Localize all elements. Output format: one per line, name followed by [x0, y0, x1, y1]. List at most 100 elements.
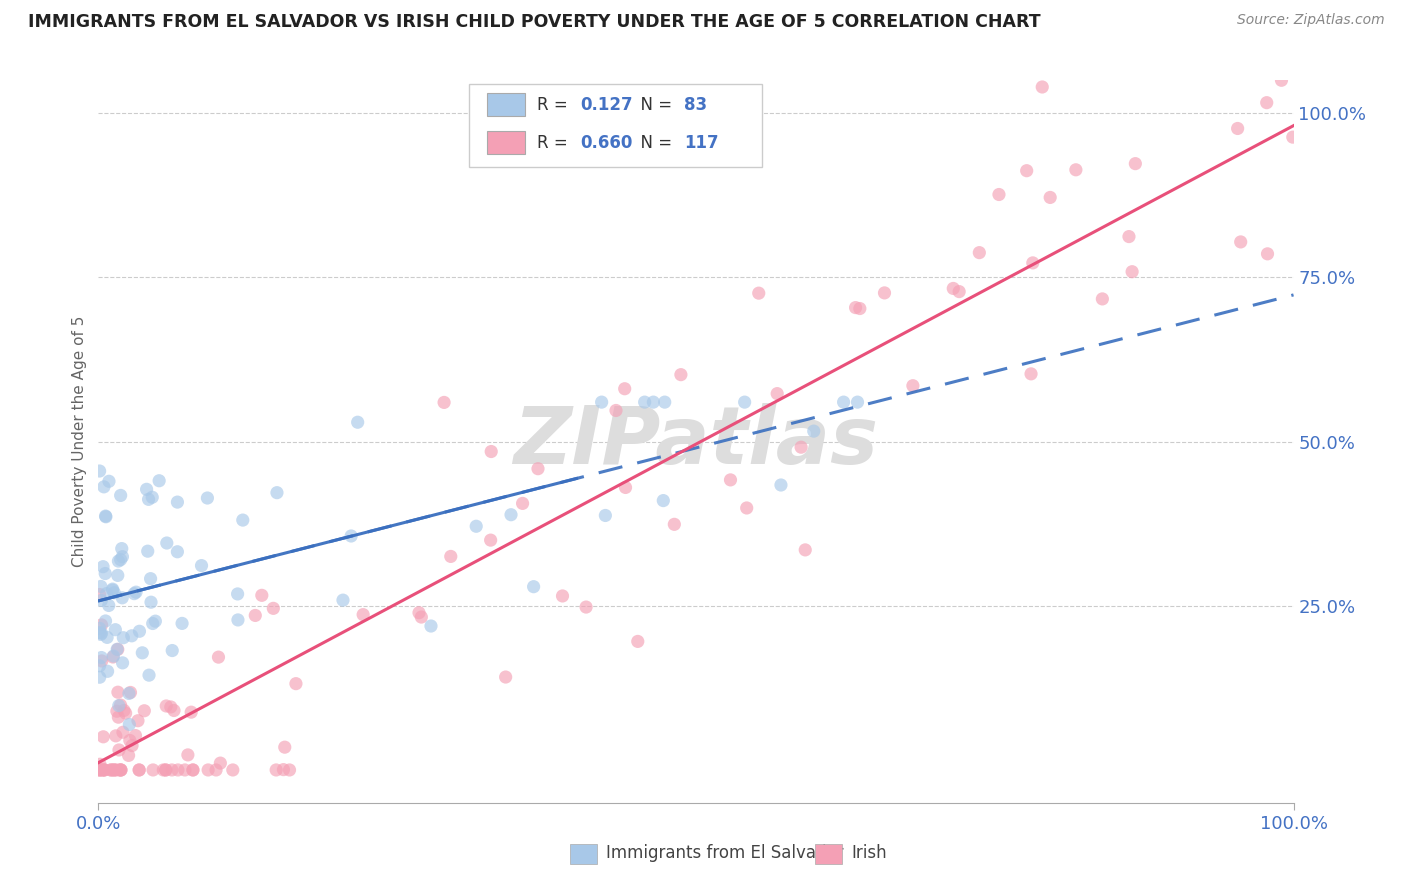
- Point: [104, 729, 127, 743]
- Point: [89, 763, 111, 777]
- Point: [512, 496, 534, 510]
- Point: [174, 763, 197, 777]
- Point: [346, 415, 368, 429]
- Point: [197, 491, 219, 505]
- Point: [613, 382, 636, 396]
- Point: [97, 665, 120, 679]
- Point: [352, 607, 374, 622]
- Point: [105, 704, 128, 718]
- Point: [160, 643, 183, 657]
- Point: [1015, 163, 1038, 178]
- Text: Irish: Irish: [852, 845, 887, 863]
- Point: [148, 474, 170, 488]
- Point: [138, 668, 160, 682]
- Point: [110, 763, 132, 777]
- Point: [669, 368, 692, 382]
- Bar: [486, 93, 524, 116]
- Point: [107, 698, 129, 713]
- Text: 83: 83: [685, 96, 707, 114]
- Point: [160, 763, 183, 777]
- Point: [440, 549, 463, 564]
- Text: IMMIGRANTS FROM EL SALVADOR VS IRISH CHILD POVERTY UNDER THE AGE OF 5 CORRELATIO: IMMIGRANTS FROM EL SALVADOR VS IRISH CHI…: [28, 13, 1040, 31]
- Point: [226, 587, 249, 601]
- Point: [873, 285, 896, 300]
- Point: [110, 698, 132, 712]
- Point: [111, 541, 134, 556]
- Point: [128, 624, 150, 639]
- Point: [411, 610, 433, 624]
- Point: [89, 757, 111, 772]
- Point: [128, 763, 150, 777]
- Point: [278, 763, 301, 777]
- Text: N =: N =: [630, 96, 678, 114]
- Point: [849, 301, 872, 316]
- Point: [166, 495, 188, 509]
- Point: [803, 424, 825, 438]
- Point: [284, 676, 307, 690]
- Point: [1257, 247, 1279, 261]
- Point: [142, 616, 165, 631]
- Point: [266, 485, 288, 500]
- Point: [654, 395, 676, 409]
- Point: [527, 461, 550, 475]
- Point: [332, 593, 354, 607]
- Point: [111, 725, 134, 739]
- Point: [433, 395, 456, 409]
- Point: [89, 763, 111, 777]
- Point: [111, 591, 134, 605]
- Point: [166, 545, 188, 559]
- Point: [1226, 121, 1249, 136]
- Point: [627, 634, 650, 648]
- Point: [100, 763, 122, 777]
- Point: [90, 654, 112, 668]
- Point: [155, 763, 177, 777]
- Point: [832, 395, 855, 409]
- Point: [845, 301, 868, 315]
- Point: [96, 631, 118, 645]
- Point: [614, 480, 637, 494]
- Point: [93, 763, 115, 777]
- Point: [89, 763, 111, 777]
- Point: [652, 493, 675, 508]
- Point: [1125, 156, 1147, 170]
- Point: [1091, 292, 1114, 306]
- Point: [91, 763, 114, 777]
- Point: [170, 616, 193, 631]
- Point: [766, 386, 789, 401]
- Text: Source: ZipAtlas.com: Source: ZipAtlas.com: [1237, 13, 1385, 28]
- Point: [94, 509, 117, 524]
- Point: [127, 714, 149, 728]
- Point: [142, 763, 165, 777]
- Text: ZIPatlas: ZIPatlas: [513, 402, 879, 481]
- Point: [101, 583, 124, 598]
- Point: [197, 763, 219, 777]
- Point: [273, 763, 295, 777]
- Point: [105, 642, 128, 657]
- Point: [420, 619, 443, 633]
- Point: [100, 763, 122, 777]
- Point: [134, 704, 156, 718]
- Text: R =: R =: [537, 134, 574, 153]
- Point: [1019, 367, 1042, 381]
- Point: [114, 706, 136, 721]
- Point: [152, 763, 174, 777]
- Point: [101, 763, 124, 777]
- Text: R =: R =: [537, 96, 574, 114]
- Point: [89, 464, 111, 478]
- Point: [107, 685, 129, 699]
- Point: [118, 733, 141, 747]
- Point: [769, 478, 792, 492]
- Point: [101, 582, 124, 596]
- Point: [139, 572, 162, 586]
- Point: [1229, 235, 1251, 249]
- Point: [89, 621, 111, 635]
- Point: [89, 658, 111, 673]
- Point: [735, 500, 758, 515]
- Point: [110, 763, 132, 777]
- Point: [1118, 229, 1140, 244]
- Point: [1281, 130, 1303, 145]
- Bar: [815, 844, 842, 864]
- Point: [591, 395, 613, 409]
- Point: [107, 642, 129, 657]
- Point: [108, 763, 131, 777]
